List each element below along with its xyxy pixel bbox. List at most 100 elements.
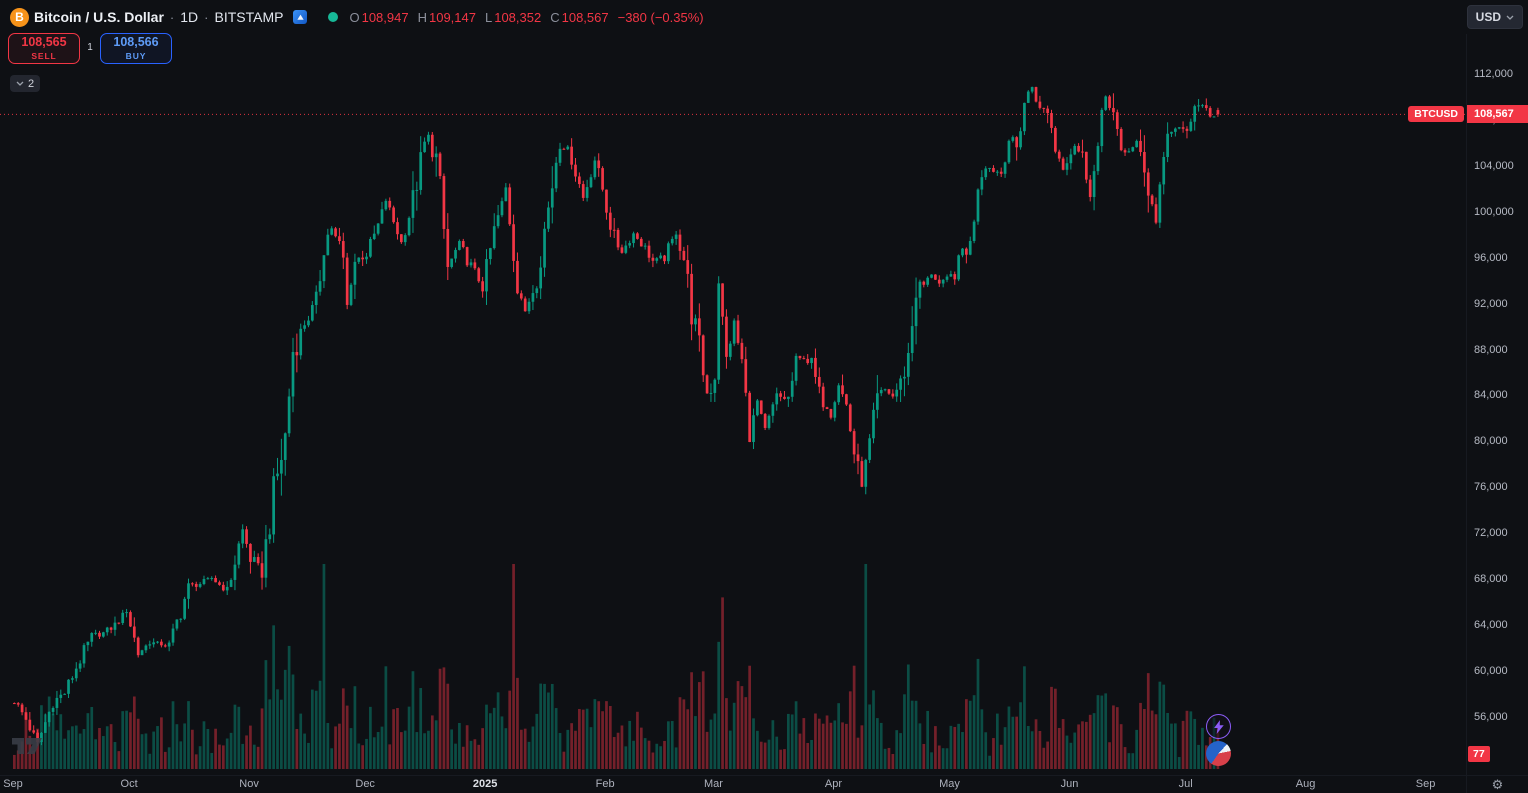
candle-body <box>51 707 55 712</box>
candle-body <box>314 291 318 306</box>
volume-bar <box>322 564 326 769</box>
candle-body <box>531 293 535 302</box>
volume-bar <box>914 700 918 769</box>
candle-body <box>961 248 964 256</box>
volume-bar <box>419 688 423 769</box>
candle-body <box>307 320 310 326</box>
volume-bar <box>117 751 121 769</box>
candle-body <box>473 262 477 269</box>
axis-settings-corner[interactable]: ⚙ <box>1466 775 1528 793</box>
volume-bar <box>1162 684 1166 769</box>
candle-body <box>1054 127 1057 152</box>
open-readout: O 108,947 <box>349 9 409 25</box>
volume-bar <box>558 733 562 769</box>
volume-bar <box>1197 744 1200 769</box>
volume-bar <box>1158 681 1162 769</box>
candle-body <box>291 352 295 397</box>
volume-bar <box>612 737 616 769</box>
broker-promo-icon[interactable] <box>1206 741 1231 766</box>
volume-bar <box>639 727 643 769</box>
buy-button[interactable]: 108,566 BUY <box>100 33 172 64</box>
volume-bar <box>136 718 140 769</box>
volume-bar <box>237 706 241 769</box>
candle-body <box>330 228 334 235</box>
candle-body <box>523 298 527 312</box>
volume-bar <box>252 744 256 769</box>
price-chart-canvas[interactable] <box>0 34 1466 775</box>
volume-bar <box>63 738 67 769</box>
volume-bar <box>620 725 624 769</box>
candle-body <box>697 318 701 336</box>
candle-body <box>655 258 659 261</box>
exchange-label[interactable]: BITSTAMP <box>214 9 284 25</box>
volume-bar <box>1104 693 1108 769</box>
volume-bar <box>535 713 539 769</box>
market-status-icon[interactable] <box>328 12 339 22</box>
gear-icon[interactable]: ⚙ <box>1491 776 1504 792</box>
candle-body <box>558 148 562 163</box>
volume-bar <box>187 701 190 769</box>
price-axis[interactable]: 56,000 60,000 64,000 68,000 72,000 76,000 80,0… <box>1466 34 1528 775</box>
candle-body <box>678 234 682 251</box>
symbol-title[interactable]: Bitcoin / U.S. Dollar <box>34 9 164 25</box>
volume-bar <box>992 738 995 769</box>
candle-body <box>941 279 945 284</box>
volume-bar <box>709 719 713 769</box>
chart-pane[interactable]: BTCUSD <box>0 34 1466 775</box>
volume-bar <box>349 728 353 769</box>
candle-body <box>206 578 210 580</box>
volume-bar <box>1065 735 1069 769</box>
candle-body <box>705 375 709 394</box>
volume-bar <box>1019 702 1022 769</box>
volume-bar <box>1100 695 1104 769</box>
candle-body <box>504 187 508 202</box>
candle-body <box>1143 152 1146 173</box>
candle-body <box>910 326 914 353</box>
candle-body <box>965 248 968 255</box>
candle-body <box>415 189 419 191</box>
volume-bar <box>326 722 330 769</box>
price-tick-label: 76,000 <box>1474 481 1508 494</box>
volume-bar <box>678 697 682 769</box>
candle-body <box>1023 102 1026 132</box>
volume-bar <box>508 690 512 769</box>
volume-bar <box>152 731 156 769</box>
candle-body <box>322 255 326 282</box>
candle-body <box>152 642 156 645</box>
price-tick-label: 84,000 <box>1474 389 1508 402</box>
sell-price: 108,565 <box>21 35 67 50</box>
currency-dropdown[interactable]: USD <box>1466 5 1523 29</box>
volume-bar <box>341 688 345 769</box>
boost-lightning-icon[interactable] <box>1206 714 1231 739</box>
volume-bar <box>191 729 194 769</box>
sell-button[interactable]: 108,565 SELL <box>8 33 80 64</box>
candle-body <box>98 632 101 637</box>
volume-bar <box>160 717 163 769</box>
candle-body <box>643 245 647 247</box>
volume-bar <box>90 706 94 769</box>
candle-body <box>1034 87 1038 102</box>
candle-body <box>914 297 918 327</box>
candle-body <box>663 255 666 262</box>
candle-body <box>338 236 341 242</box>
candle-body <box>783 396 786 399</box>
time-axis[interactable]: Sep Oct Nov Dec 2025 Feb Mar Apr May Jun Jul Aug Sep <box>0 775 1466 793</box>
chart-controls-collapse-button[interactable]: 2 <box>10 75 41 92</box>
candle-body <box>295 352 299 356</box>
volume-bar <box>372 737 376 769</box>
interval-button[interactable]: 1D <box>180 9 199 25</box>
volume-bar <box>531 726 535 769</box>
candle-body <box>1003 162 1007 174</box>
volume-bar <box>461 746 465 769</box>
volume-bar <box>550 683 554 769</box>
volume-bar <box>860 725 864 769</box>
volume-bar <box>384 666 388 769</box>
volume-bar <box>984 732 988 769</box>
candle-body <box>1185 128 1189 131</box>
candle-body <box>334 228 337 237</box>
candle-body <box>787 396 790 399</box>
candle-body <box>1177 127 1181 129</box>
candle-body <box>593 160 597 178</box>
volume-bar <box>214 728 217 769</box>
candle-body <box>566 146 570 150</box>
